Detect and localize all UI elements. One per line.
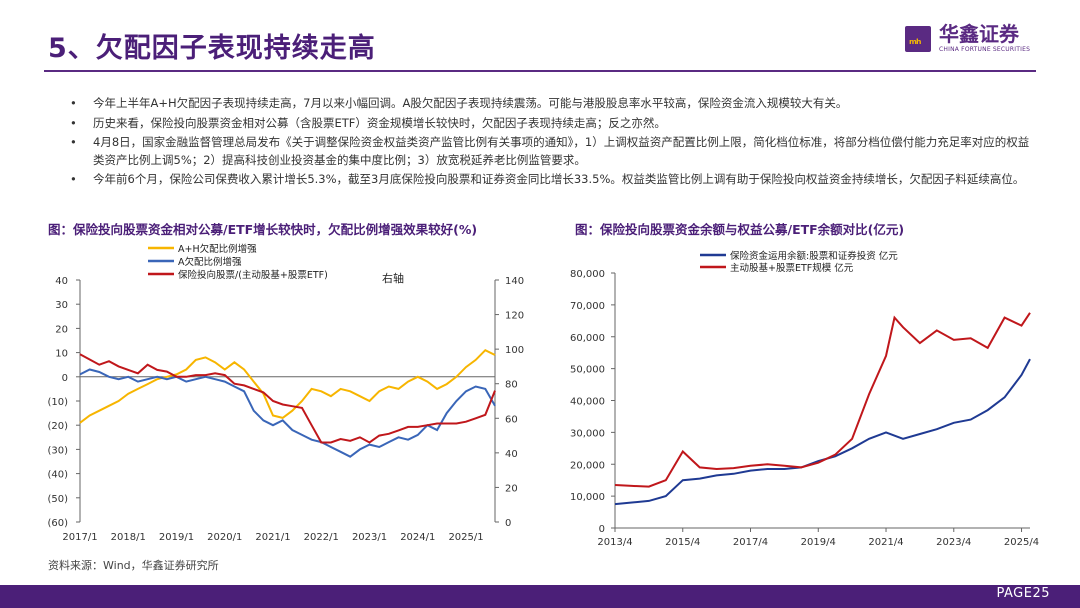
series-line-3 xyxy=(79,353,496,444)
left-y-tick-label: 30 xyxy=(55,300,68,311)
legend-label: A欠配比例增强 xyxy=(178,256,242,268)
y-tick-label: 20,000 xyxy=(570,460,605,471)
x-tick-label: 2015/4 xyxy=(665,537,700,548)
series-line-2 xyxy=(79,368,496,458)
right-line-chart: 80,000 70,000 60,000 50,000 40,000 30,000 20,0… xyxy=(570,250,1039,548)
left-y-tick-label: (40) xyxy=(47,470,68,481)
bullet-item: • 4月8日，国家金融监督管理总局发布《关于调整保险资金权益类资产监管比例有关事项… xyxy=(70,135,1030,167)
x-tick-label: 2025/4 xyxy=(1004,537,1039,548)
left-y-tick-label: (60) xyxy=(47,518,68,529)
x-tick-label: 2025/1 xyxy=(448,532,483,543)
company-logo: ₘₕ 华鑫证券 CHINA FORTUNE SECURITIES xyxy=(905,24,1030,53)
y-tick-label: 70,000 xyxy=(570,301,605,312)
right-y-tick-label: 40 xyxy=(505,449,518,460)
right-y-tick-label: 20 xyxy=(505,483,518,494)
page-title: 5、欠配因子表现持续走高 xyxy=(48,33,376,64)
series-line-2 xyxy=(614,312,1031,488)
right-axis-annotation: 右轴 xyxy=(382,271,404,285)
footer-bar xyxy=(0,585,1080,608)
x-tick-label: 2020/1 xyxy=(207,532,242,543)
bullet-item: • 今年上半年A+H欠配因子表现持续走高，7月以来小幅回调。A股欠配因子表现持续震… xyxy=(70,96,848,110)
left-line-chart: 403020100(10)(20)(30)(40)(50)(60)1401201… xyxy=(47,243,524,543)
right-y-tick-label: 60 xyxy=(505,414,518,425)
left-y-tick-label: (30) xyxy=(47,445,68,456)
y-tick-label: 60,000 xyxy=(570,333,605,344)
legend-label: 主动股基+股票ETF规模 亿元 xyxy=(730,262,854,274)
logo-mark-icon: ₘₕ xyxy=(905,25,931,52)
y-tick-label: 50,000 xyxy=(570,365,605,376)
x-tick-label: 2018/1 xyxy=(111,532,146,543)
x-tick-label: 2021/1 xyxy=(255,532,290,543)
page-number: PAGE25 xyxy=(996,586,1050,601)
right-chart-title: 图：保险投向股票资金余额与权益公募/ETF余额对比(亿元) xyxy=(575,222,905,237)
bullet-list: • 今年上半年A+H欠配因子表现持续走高，7月以来小幅回调。A股欠配因子表现持续震… xyxy=(70,95,1030,191)
header-divider xyxy=(44,70,1036,72)
y-tick-label: 80,000 xyxy=(570,269,605,280)
right-y-tick-label: 80 xyxy=(505,380,518,391)
right-y-tick-label: 140 xyxy=(505,276,524,287)
x-tick-label: 2013/4 xyxy=(597,537,632,548)
x-tick-label: 2019/1 xyxy=(159,532,194,543)
x-tick-label: 2023/1 xyxy=(352,532,387,543)
x-tick-label: 2019/4 xyxy=(801,537,836,548)
series-line-1 xyxy=(79,348,496,424)
x-tick-label: 2023/4 xyxy=(936,537,971,548)
right-y-tick-label: 100 xyxy=(505,345,524,356)
bullet-item: • 今年前6个月，保险公司保费收入累计增长5.3%，截至3月底保险投向股票和证券资… xyxy=(70,172,1025,186)
left-y-tick-label: (10) xyxy=(47,397,68,408)
logo-name-en: CHINA FORTUNE SECURITIES xyxy=(939,46,1031,53)
source-note: 资料来源：Wind，华鑫证券研究所 xyxy=(48,559,219,572)
y-tick-label: 30,000 xyxy=(570,428,605,439)
bullet-item: • 历史来看，保险投向股票资金相对公募（含股票ETF）资金规模增长较快时，欠配因子… xyxy=(70,115,666,130)
x-tick-label: 2021/4 xyxy=(868,537,903,548)
left-y-tick-label: 40 xyxy=(55,276,68,287)
left-y-tick-label: 10 xyxy=(55,349,68,360)
y-tick-label: 10,000 xyxy=(570,492,605,503)
left-y-tick-label: 0 xyxy=(62,373,68,384)
x-tick-label: 2022/1 xyxy=(304,532,339,543)
legend-label: 保险投向股票/(主动股基+股票ETF) xyxy=(178,269,328,281)
logo-name-cn: 华鑫证券 xyxy=(939,22,1019,46)
left-y-tick-label: (50) xyxy=(47,494,68,505)
right-y-tick-label: 0 xyxy=(505,518,511,529)
x-tick-label: 2017/4 xyxy=(733,537,768,548)
left-chart-title: 图：保险投向股票资金相对公募/ETF增长较快时，欠配比例增强效果较好(%) xyxy=(48,222,478,237)
x-tick-label: 2017/1 xyxy=(62,532,97,543)
right-y-tick-label: 120 xyxy=(505,311,524,322)
legend-label: 保险资金运用余额:股票和证券投资 亿元 xyxy=(730,250,898,262)
y-tick-label: 0 xyxy=(599,524,605,535)
x-tick-label: 2024/1 xyxy=(400,532,435,543)
left-y-tick-label: 20 xyxy=(55,324,68,335)
legend-label: A+H欠配比例增强 xyxy=(178,243,257,255)
left-y-tick-label: (20) xyxy=(47,421,68,432)
y-tick-label: 40,000 xyxy=(570,397,605,408)
series-line-1 xyxy=(614,358,1031,506)
